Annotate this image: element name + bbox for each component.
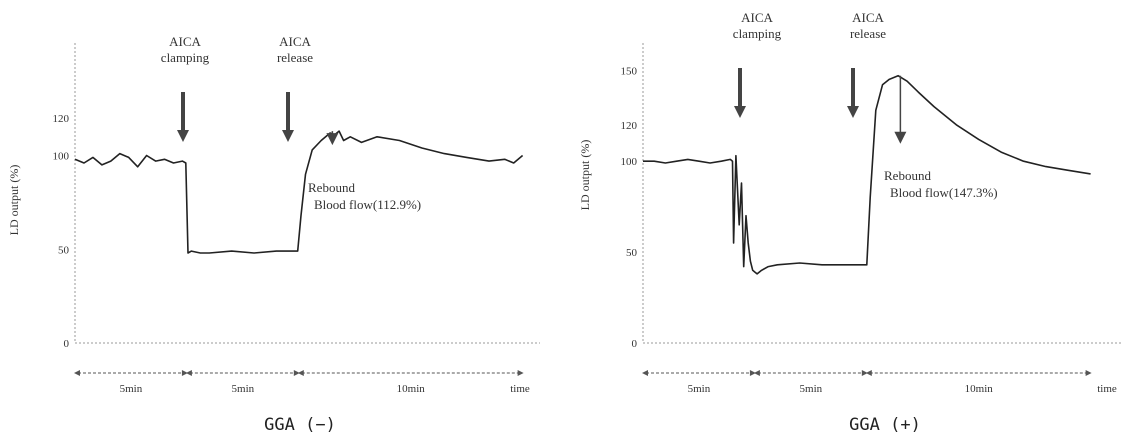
annotation-rebound-line2: Blood flow(112.9%) <box>314 197 421 212</box>
rebound-arrow-head <box>326 133 339 146</box>
segment-arrow-right <box>293 370 300 376</box>
segment-arrow-right <box>517 370 524 376</box>
segment-arrow-right <box>181 370 188 376</box>
clamping-arrow-head <box>177 130 189 142</box>
rebound-arrow-head <box>894 131 907 144</box>
time-segment-label: 5min <box>120 383 143 395</box>
annotation-rebound-line2: Blood flow(147.3%) <box>890 185 998 200</box>
segment-arrow-left <box>642 370 648 376</box>
chart-panel-1: 0 50 100 120 150 LD output (%) 5min 5min 10min ti… <box>578 10 1123 435</box>
time-segment-label: 5min <box>232 383 255 395</box>
y-axis-label: LD output (%) <box>578 140 592 211</box>
y-tick-label: 0 <box>632 338 638 350</box>
annotation-clamping-line2: clamping <box>161 50 210 65</box>
annotation-rebound-line1: Rebound <box>884 168 931 183</box>
clamping-arrow-head <box>734 106 746 118</box>
time-segment-label: 5min <box>800 383 823 395</box>
chart-title: GGA (−) <box>264 415 336 435</box>
chart-panel-0: 0 50 100 120 LD output (%) 5min 5min 10min time G… <box>7 34 540 435</box>
y-tick-label: 100 <box>621 156 638 168</box>
y-tick-label: 50 <box>58 244 70 256</box>
chart-title: GGA (+) <box>849 415 921 435</box>
y-tick-label: 150 <box>621 65 638 77</box>
x-axis-label: time <box>510 383 530 395</box>
y-tick-label: 50 <box>626 247 638 259</box>
y-tick-label: 0 <box>64 338 70 350</box>
annotation-clamping-line2: clamping <box>733 26 782 41</box>
y-axis-label: LD output (%) <box>7 165 21 236</box>
y-tick-label: 120 <box>621 120 638 132</box>
annotation-release-line2: release <box>850 26 886 41</box>
series-line-0 <box>74 130 524 254</box>
time-segment-label: 10min <box>397 383 426 395</box>
segment-arrow-left <box>753 370 760 376</box>
segment-arrow-left <box>74 370 80 376</box>
x-axis-label: time <box>1097 383 1117 395</box>
segment-arrow-right <box>1085 370 1092 376</box>
series-line-0 <box>643 74 1091 275</box>
annotation-clamping-line1: AICA <box>741 10 773 25</box>
segment-arrow-left <box>297 370 304 376</box>
y-tick-label: 120 <box>53 113 70 125</box>
segment-arrow-left <box>865 370 872 376</box>
annotation-release-line1: AICA <box>852 10 884 25</box>
annotation-rebound-line1: Rebound <box>308 180 355 195</box>
segment-arrow-right <box>861 370 868 376</box>
annotation-clamping-line1: AICA <box>169 34 201 49</box>
y-tick-label: 100 <box>53 151 70 163</box>
time-segment-label: 5min <box>688 383 711 395</box>
annotation-release-line1: AICA <box>279 34 311 49</box>
segment-arrow-right <box>749 370 756 376</box>
segment-arrow-left <box>185 370 192 376</box>
release-arrow-head <box>847 106 859 118</box>
annotation-release-line2: release <box>277 50 313 65</box>
time-segment-label: 10min <box>965 383 994 395</box>
release-arrow-head <box>282 130 294 142</box>
